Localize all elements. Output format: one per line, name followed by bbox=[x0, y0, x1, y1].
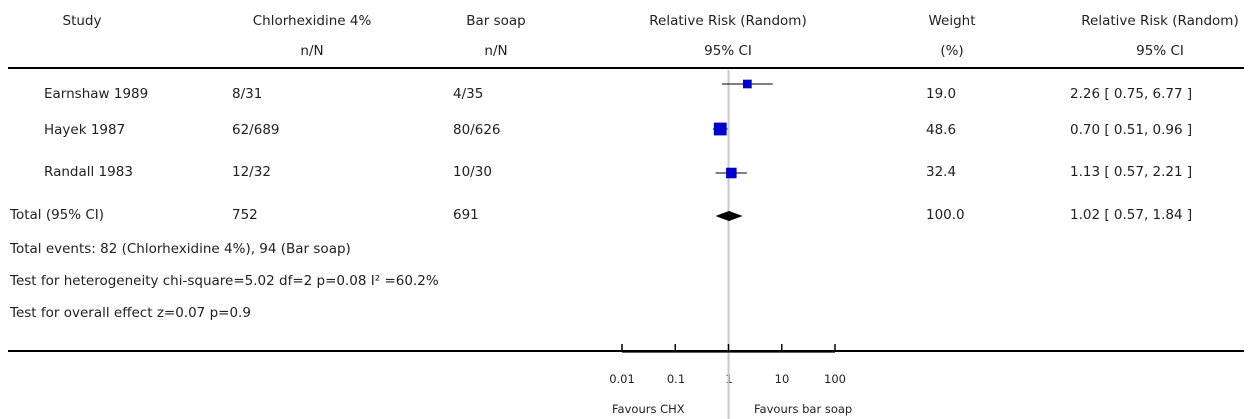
header-weight-sub: (%) bbox=[940, 43, 964, 59]
study-ci: 1.13 [ 0.57, 2.21 ] bbox=[1070, 164, 1193, 180]
study-marker bbox=[713, 122, 727, 136]
favours-right-label: Favours bar soap bbox=[754, 402, 853, 416]
header-weight: Weight bbox=[928, 13, 976, 29]
header-rr2-sub: 95% CI bbox=[1136, 43, 1184, 59]
study-name: Randall 1983 bbox=[44, 164, 133, 180]
tick-label: 0.1 bbox=[666, 372, 686, 386]
treatment-events: 62/689 bbox=[232, 122, 280, 138]
total-label: Total (95% CI) bbox=[10, 207, 105, 223]
treatment-events: 8/31 bbox=[232, 86, 263, 102]
control-events: 80/626 bbox=[453, 122, 501, 138]
total-control: 691 bbox=[453, 207, 479, 223]
header-rr2: Relative Risk (Random) bbox=[1081, 13, 1239, 29]
total-weight: 100.0 bbox=[926, 207, 965, 223]
study-name: Hayek 1987 bbox=[44, 122, 126, 138]
note-heterogeneity: Test for heterogeneity chi-square=5.02 d… bbox=[10, 273, 439, 289]
note-overall-effect: Test for overall effect z=0.07 p=0.9 bbox=[10, 305, 251, 321]
header-rr: Relative Risk (Random) bbox=[649, 13, 807, 29]
header-control: Bar soap bbox=[466, 13, 526, 29]
total-treatment: 752 bbox=[232, 207, 258, 223]
favours-left-label: Favours CHX bbox=[612, 402, 685, 416]
tick-label: 100 bbox=[824, 372, 846, 386]
study-weight: 32.4 bbox=[926, 164, 957, 180]
study-weight: 48.6 bbox=[926, 122, 957, 138]
control-events: 4/35 bbox=[453, 86, 484, 102]
header-treatment: Chlorhexidine 4% bbox=[252, 13, 372, 29]
study-weight: 19.0 bbox=[926, 86, 957, 102]
header-study: Study bbox=[62, 13, 102, 29]
study-ci: 2.26 [ 0.75, 6.77 ] bbox=[1070, 86, 1193, 102]
control-events: 10/30 bbox=[453, 164, 492, 180]
note-total-events: Total events: 82 (Chlorhexidine 4%), 94 … bbox=[10, 241, 351, 257]
header-rr-sub: 95% CI bbox=[704, 43, 752, 59]
header-treatment-sub: n/N bbox=[300, 43, 324, 59]
header-rule bbox=[8, 67, 1244, 69]
study-name: Earnshaw 1989 bbox=[44, 86, 149, 102]
header-control-sub: n/N bbox=[484, 43, 508, 59]
total-ci: 1.02 [ 0.57, 1.84 ] bbox=[1070, 207, 1193, 223]
tick-label: 0.01 bbox=[609, 372, 635, 386]
footer-rule bbox=[8, 350, 1244, 352]
study-marker bbox=[726, 167, 737, 179]
study-marker bbox=[743, 79, 752, 89]
treatment-events: 12/32 bbox=[232, 164, 271, 180]
study-ci: 0.70 [ 0.51, 0.96 ] bbox=[1070, 122, 1193, 138]
tick-label: 10 bbox=[774, 372, 790, 386]
pooled-diamond bbox=[715, 211, 743, 221]
